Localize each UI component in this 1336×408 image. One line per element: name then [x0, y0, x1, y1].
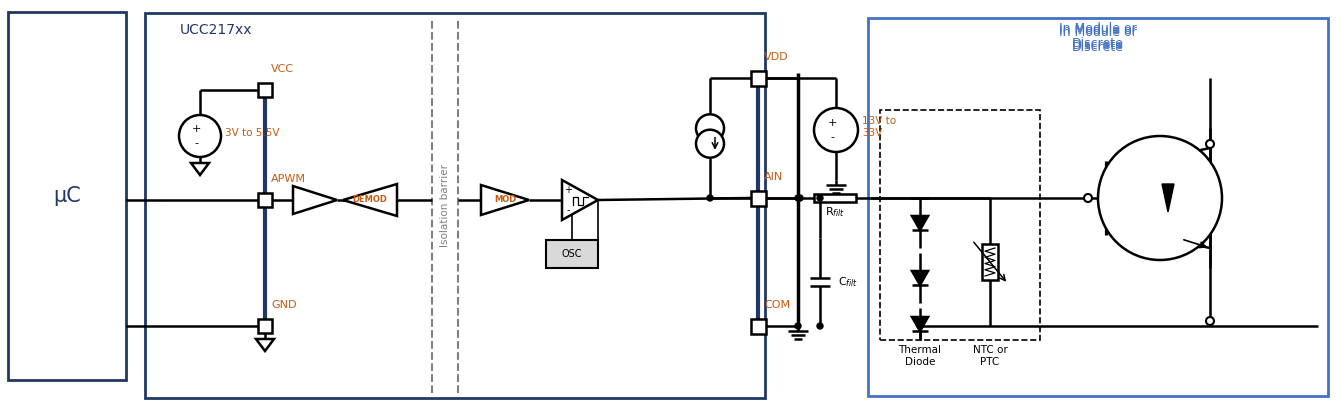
Polygon shape	[191, 163, 208, 175]
Polygon shape	[293, 186, 337, 214]
Bar	[880, 110, 1039, 340]
Circle shape	[818, 323, 823, 329]
Bar	[751, 71, 766, 86]
Text: Thermal
Diode: Thermal Diode	[899, 345, 942, 367]
Text: NTC or
PTC: NTC or PTC	[973, 345, 1007, 367]
Bar	[868, 18, 1328, 396]
Bar	[258, 83, 273, 97]
Circle shape	[916, 323, 923, 329]
Polygon shape	[562, 180, 599, 220]
Bar	[146, 13, 766, 398]
Polygon shape	[912, 317, 929, 331]
Text: APWM: APWM	[271, 174, 306, 184]
Text: MOD: MOD	[494, 195, 516, 204]
Circle shape	[696, 114, 724, 142]
Text: C$_{filt}$: C$_{filt}$	[838, 275, 858, 289]
Bar	[751, 191, 766, 206]
Circle shape	[1206, 317, 1214, 325]
Circle shape	[798, 195, 803, 201]
Polygon shape	[912, 271, 929, 285]
Circle shape	[1206, 140, 1214, 148]
Text: COM: COM	[764, 300, 790, 310]
Text: VCC: VCC	[271, 64, 294, 74]
Text: Isolation barrier: Isolation barrier	[440, 164, 450, 247]
Text: In Module or
Discrète: In Module or Discrète	[1059, 26, 1137, 54]
Polygon shape	[257, 339, 274, 351]
Text: +: +	[827, 118, 836, 128]
Circle shape	[818, 195, 823, 201]
Polygon shape	[481, 185, 529, 215]
Circle shape	[1098, 136, 1222, 260]
Circle shape	[814, 108, 858, 152]
Bar	[546, 240, 599, 268]
Text: +: +	[191, 124, 200, 134]
Circle shape	[795, 323, 802, 329]
Circle shape	[179, 115, 220, 157]
Text: GND: GND	[271, 300, 297, 310]
Text: DEMOD: DEMOD	[353, 195, 387, 204]
Text: μC: μC	[53, 186, 81, 206]
Bar	[258, 193, 273, 207]
Text: 13V to
33V: 13V to 33V	[862, 116, 896, 138]
Text: UCC217xx: UCC217xx	[180, 23, 253, 37]
Circle shape	[707, 195, 713, 201]
Bar	[258, 319, 273, 333]
Text: AIN: AIN	[764, 172, 783, 182]
Text: In Module or
Discrete: In Module or Discrete	[1059, 22, 1137, 50]
Text: 3V to 5.5V: 3V to 5.5V	[224, 128, 279, 138]
Text: OSC: OSC	[561, 249, 582, 259]
Bar	[8, 12, 126, 380]
Circle shape	[696, 130, 724, 158]
Bar	[751, 319, 766, 333]
Bar	[814, 194, 856, 202]
Text: In Module or
Discrete: In Module or Discrete	[1059, 24, 1137, 52]
Text: VDD: VDD	[764, 52, 788, 62]
Text: -: -	[830, 132, 834, 142]
Polygon shape	[343, 184, 397, 216]
Circle shape	[795, 195, 802, 201]
Text: +: +	[564, 185, 572, 195]
Bar	[982, 244, 998, 280]
Circle shape	[1083, 194, 1092, 202]
Polygon shape	[912, 216, 929, 230]
Text: -: -	[194, 138, 198, 148]
Polygon shape	[1162, 184, 1174, 212]
Text: -: -	[566, 205, 569, 215]
Text: R$_{filt}$: R$_{filt}$	[824, 205, 846, 219]
